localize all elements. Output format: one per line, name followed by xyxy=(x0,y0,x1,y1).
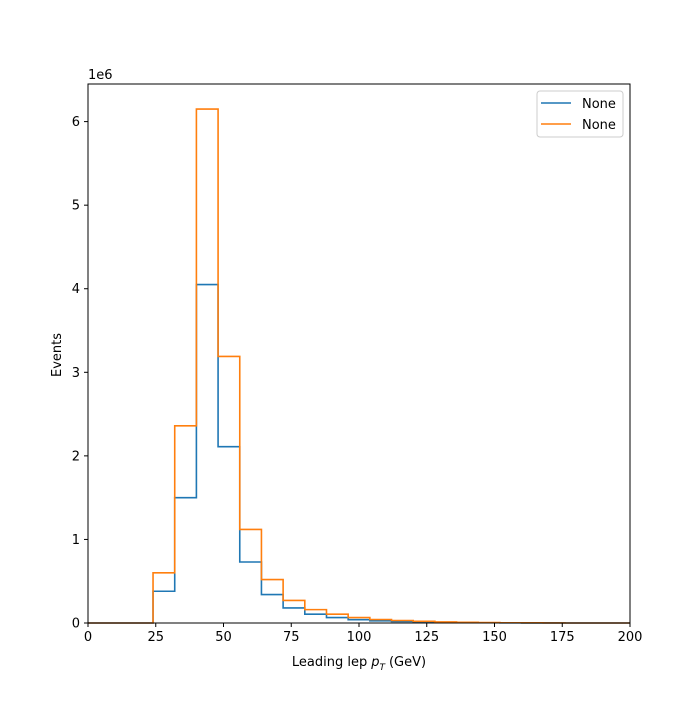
legend-label-2: None xyxy=(582,118,616,133)
y-axis-label: Events xyxy=(50,333,65,377)
y-tick-label: 0 xyxy=(72,617,80,632)
x-axis-label-subscript: T xyxy=(379,663,386,673)
x-tick-label: 25 xyxy=(147,630,164,645)
y-tick-label: 5 xyxy=(72,199,80,214)
y-axis-multiplier: 1e6 xyxy=(88,68,113,83)
x-tick-label: 175 xyxy=(550,630,575,645)
x-axis-label: Leading lep pT (GeV) xyxy=(292,655,426,673)
y-tick-label: 2 xyxy=(72,449,80,464)
x-tick-label: 50 xyxy=(215,630,232,645)
x-tick-label: 100 xyxy=(347,630,372,645)
y-tick-label: 4 xyxy=(72,282,80,297)
y-tick-label: 3 xyxy=(72,366,80,381)
y-axis-ticks: 0 1 2 3 4 5 6 xyxy=(72,115,88,632)
y-tick-label: 6 xyxy=(72,115,80,130)
legend-entries: None None xyxy=(541,97,616,133)
x-tick-label: 150 xyxy=(482,630,507,645)
y-tick-label: 1 xyxy=(72,533,80,548)
x-tick-label: 0 xyxy=(84,630,92,645)
x-tick-label: 200 xyxy=(618,630,643,645)
legend: None None xyxy=(536,90,624,138)
x-axis-ticks: 0 25 50 75 100 125 150 175 200 xyxy=(84,623,643,645)
x-tick-label: 75 xyxy=(283,630,300,645)
x-axis-label-unit: (GeV) xyxy=(389,655,426,670)
x-axis-label-var: p xyxy=(370,655,379,670)
x-tick-label: 125 xyxy=(414,630,439,645)
x-axis-label-text: Leading lep xyxy=(292,655,367,670)
legend-label-1: None xyxy=(582,97,616,112)
